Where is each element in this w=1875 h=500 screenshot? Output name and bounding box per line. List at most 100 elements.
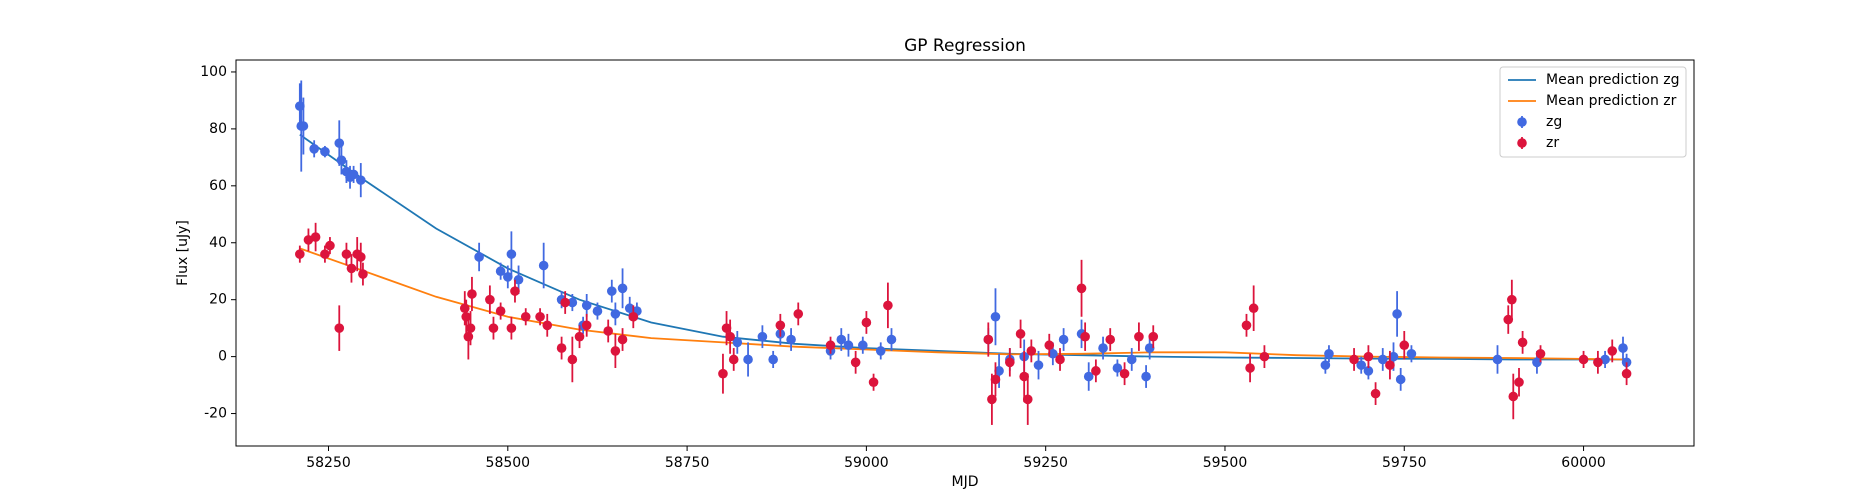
data-point	[295, 249, 305, 259]
data-point	[606, 286, 617, 296]
data-point	[1026, 346, 1037, 356]
data-point	[467, 289, 477, 299]
data-point	[1607, 346, 1618, 356]
data-point	[325, 240, 335, 251]
data-point	[1091, 366, 1101, 376]
data-point	[506, 249, 517, 259]
data-point	[574, 331, 585, 342]
data-point	[355, 252, 366, 262]
data-point	[610, 346, 621, 356]
y-tick-label: 40	[209, 235, 227, 251]
data-point	[538, 260, 549, 271]
data-point	[886, 334, 897, 345]
data-point	[861, 317, 872, 328]
data-point	[743, 354, 753, 365]
data-point	[983, 334, 994, 345]
data-point	[617, 334, 628, 345]
data-point	[1144, 343, 1155, 353]
data-point	[836, 334, 847, 345]
x-axis-label: MJD	[952, 474, 979, 490]
data-point	[1621, 368, 1632, 379]
data-point	[1134, 331, 1144, 342]
data-point	[1080, 331, 1090, 342]
data-point	[1406, 348, 1417, 359]
data-point	[506, 323, 517, 333]
data-point	[793, 309, 804, 319]
y-tick-label: 0	[218, 349, 227, 365]
data-point	[485, 294, 495, 305]
data-point	[1377, 354, 1388, 365]
data-point	[309, 144, 319, 154]
data-point	[474, 252, 484, 262]
data-point	[1098, 343, 1108, 353]
data-point	[465, 323, 476, 333]
data-point	[560, 297, 570, 308]
data-point	[603, 326, 614, 336]
data-point	[1044, 340, 1055, 351]
x-tick-label: 58750	[665, 455, 710, 471]
data-point	[1083, 371, 1094, 382]
data-point	[1363, 366, 1374, 376]
data-point	[581, 300, 592, 311]
data-point	[1126, 354, 1137, 365]
data-point	[1119, 368, 1130, 379]
x-tick-label: 60000	[1561, 455, 1606, 471]
data-point	[1517, 337, 1528, 348]
data-point	[1022, 394, 1033, 405]
data-point	[567, 297, 578, 308]
data-point	[725, 331, 735, 342]
legend-marker	[1517, 117, 1527, 127]
data-point	[1112, 363, 1123, 373]
data-point	[542, 320, 553, 331]
data-point	[320, 146, 330, 157]
data-point	[732, 337, 743, 348]
data-point	[850, 357, 861, 368]
data-point	[1618, 343, 1628, 353]
data-point	[1241, 320, 1252, 331]
data-point	[875, 346, 886, 356]
y-tick-label: -20	[204, 406, 227, 422]
chart-title: GP Regression	[904, 36, 1026, 56]
data-point	[1324, 348, 1334, 359]
data-point	[1507, 294, 1517, 305]
data-point	[1320, 360, 1331, 370]
x-tick-label: 59750	[1382, 455, 1427, 471]
data-point	[1395, 374, 1406, 385]
data-point	[461, 311, 472, 322]
legend-marker	[1517, 138, 1527, 148]
data-point	[1503, 314, 1514, 325]
data-point	[1385, 360, 1395, 370]
data-point	[1535, 348, 1546, 359]
data-point	[1048, 348, 1058, 359]
data-point	[510, 286, 520, 296]
x-tick-label: 59250	[1023, 455, 1068, 471]
data-point	[1532, 357, 1542, 368]
data-point	[1363, 351, 1374, 362]
y-tick-label: 100	[200, 64, 227, 80]
x-tick-label: 58500	[486, 455, 531, 471]
data-point	[1055, 354, 1065, 365]
data-point	[355, 175, 366, 185]
y-tick-label: 20	[209, 292, 227, 308]
data-point	[1248, 303, 1259, 314]
legend-box	[1499, 66, 1687, 158]
x-tick-label: 59500	[1203, 455, 1248, 471]
data-point	[990, 374, 1001, 385]
data-point	[1514, 377, 1524, 388]
data-point	[592, 306, 603, 316]
data-point	[1388, 351, 1399, 362]
data-point	[1399, 340, 1410, 351]
data-point	[346, 263, 357, 274]
data-point	[1245, 363, 1255, 373]
data-point	[341, 249, 352, 259]
data-point	[567, 354, 578, 365]
data-point	[617, 283, 628, 294]
data-point	[1058, 334, 1069, 345]
data-point	[513, 274, 524, 285]
legend-label: Mean prediction zg	[1546, 72, 1680, 88]
legend-label: zg	[1546, 114, 1562, 130]
data-point	[520, 311, 531, 322]
data-point	[1148, 331, 1159, 342]
plot-frame	[235, 59, 1695, 447]
data-point	[495, 266, 506, 277]
